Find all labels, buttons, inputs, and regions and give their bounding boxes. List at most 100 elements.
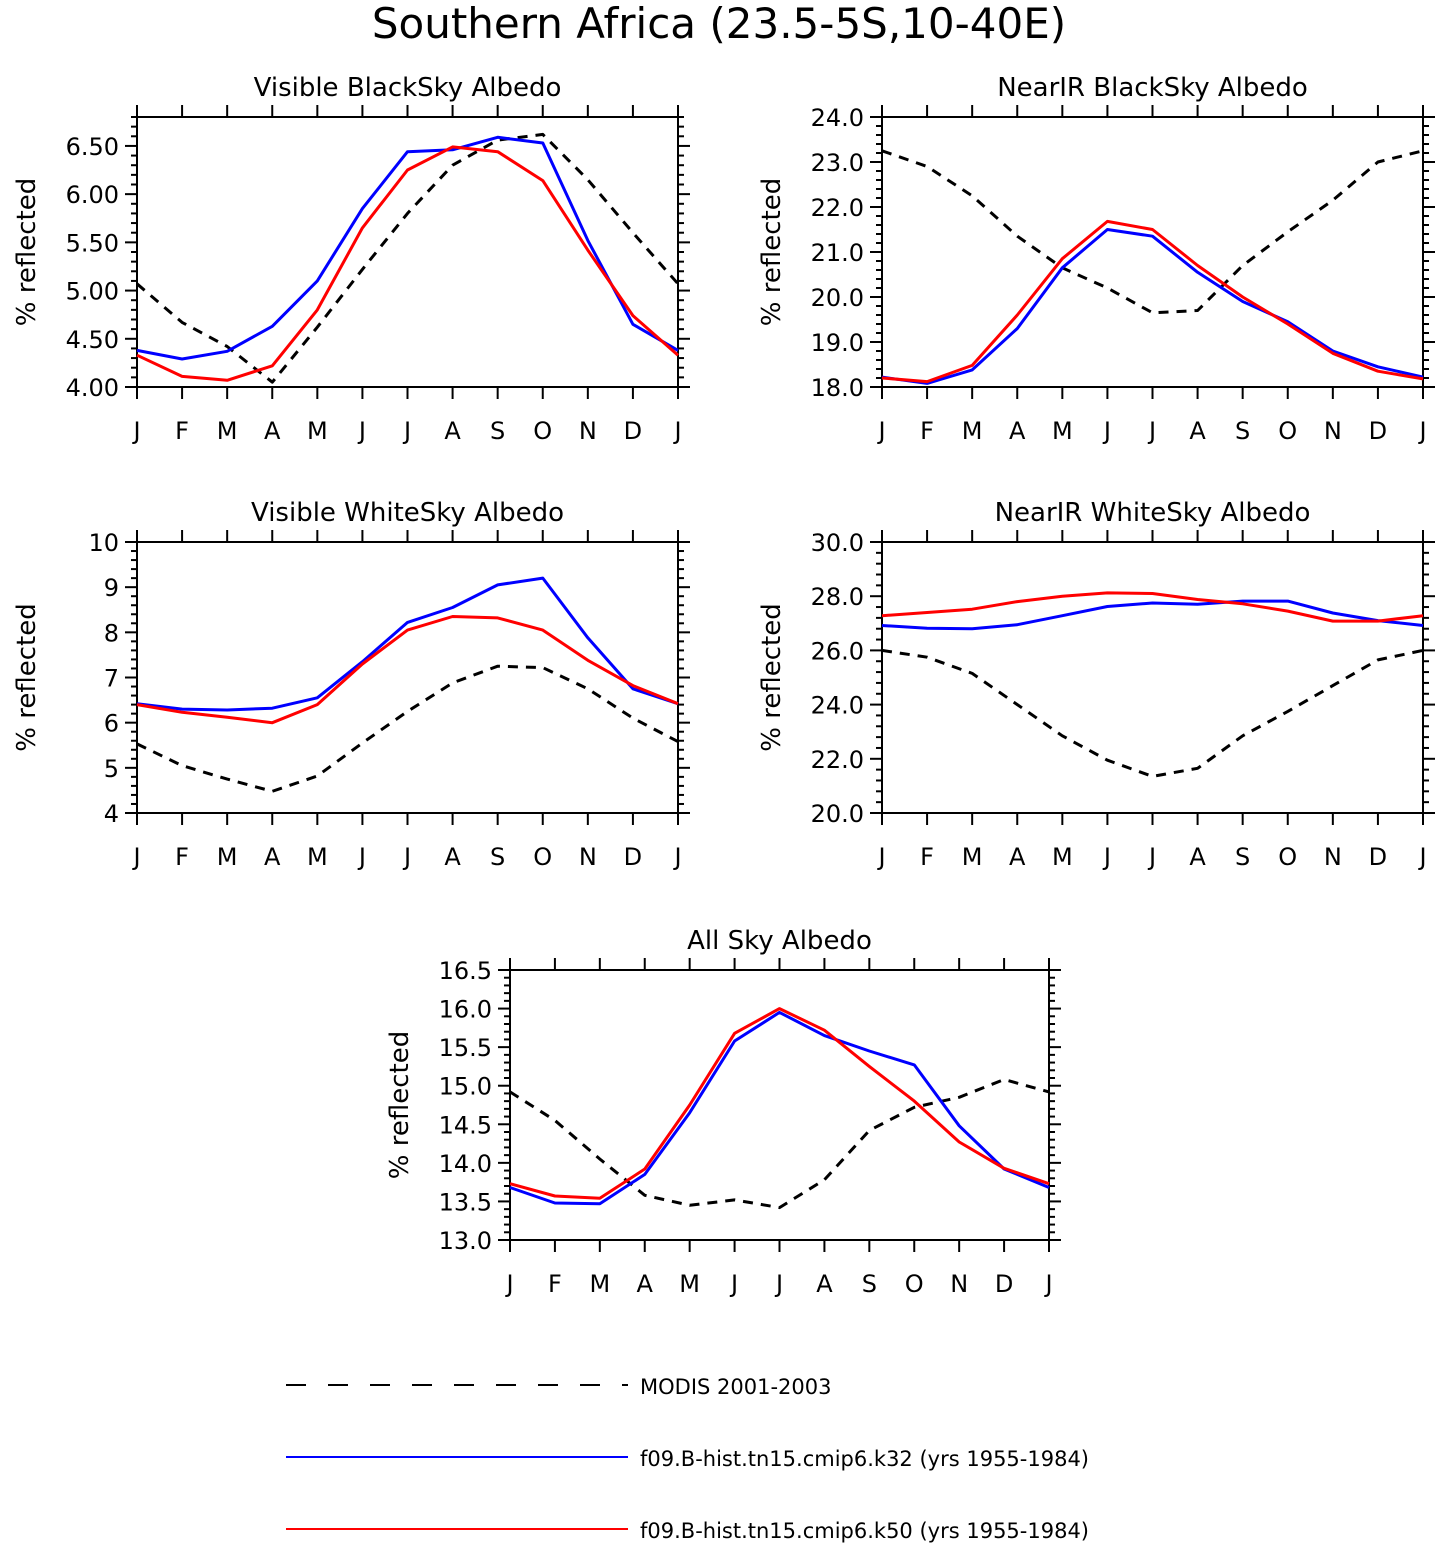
x-tick-label: O [533, 417, 552, 445]
legend-label-3: f09.B-hist.tn15.cmip6.k50 (yrs 1955-1984… [640, 1519, 1089, 1543]
y-tick-label: 22.0 [811, 194, 864, 222]
x-tick-label: J [402, 843, 411, 871]
x-tick-label: O [1278, 417, 1297, 445]
y-tick-label: 30.0 [811, 529, 864, 557]
series-line-1 [881, 149, 1424, 315]
x-tick-label: N [579, 417, 597, 445]
x-tick-label: M [679, 1270, 700, 1298]
x-tick-label: S [490, 417, 505, 445]
y-tick-label: 20.0 [811, 284, 864, 312]
x-tick-label: J [131, 417, 140, 445]
x-tick-label: A [1189, 843, 1206, 871]
x-tick-label: J [1102, 843, 1111, 871]
plot-frame [881, 116, 1424, 388]
x-tick-label: J [1147, 417, 1156, 445]
panel-title: Visible BlackSky Albedo [254, 73, 562, 103]
y-tick-label: 7 [104, 665, 119, 693]
series-line-1 [881, 648, 1424, 778]
series-line-1 [136, 664, 679, 793]
x-tick-label: M [1052, 843, 1073, 871]
x-tick-label: N [950, 1270, 968, 1298]
series-line-2 [881, 599, 1424, 631]
y-tick-label: 28.0 [811, 583, 864, 611]
x-tick-label: O [533, 843, 552, 871]
x-tick-label: J [1102, 417, 1111, 445]
x-tick-label: D [624, 417, 642, 445]
x-tick-label: A [637, 1270, 654, 1298]
x-tick-label: M [962, 843, 983, 871]
y-tick-label: 6 [104, 710, 119, 738]
x-tick-label: M [589, 1270, 610, 1298]
series-line-2 [881, 228, 1424, 385]
x-tick-label: J [131, 843, 140, 871]
x-tick-label: A [264, 843, 281, 871]
x-tick-label: A [444, 417, 461, 445]
y-tick-label: 10 [88, 529, 119, 557]
x-tick-label: F [920, 417, 934, 445]
x-tick-label: J [672, 417, 681, 445]
x-tick-label: M [217, 843, 238, 871]
y-tick-label: 15.5 [439, 1034, 492, 1062]
x-tick-label: F [175, 417, 189, 445]
y-tick-label: 16.0 [439, 996, 492, 1024]
y-tick-label: 4.50 [66, 326, 119, 354]
x-tick-label: J [1147, 843, 1156, 871]
x-tick-label: F [175, 843, 189, 871]
series-line-2 [136, 576, 679, 712]
y-tick-label: 22.0 [811, 746, 864, 774]
y-tick-label: 6.50 [66, 133, 119, 161]
y-tick-label: 19.0 [811, 329, 864, 357]
plot-frame [136, 541, 679, 814]
x-tick-label: F [920, 843, 934, 871]
y-tick-label: 24.0 [811, 104, 864, 132]
x-tick-label: J [1417, 843, 1426, 871]
x-tick-label: A [1189, 417, 1206, 445]
y-axis-label: % reflected [757, 603, 787, 751]
x-tick-label: A [816, 1270, 833, 1298]
panel-title: NearIR WhiteSky Albedo [995, 498, 1311, 528]
y-tick-label: 5.50 [66, 229, 119, 257]
x-tick-label: J [774, 1270, 783, 1298]
y-tick-label: 14.5 [439, 1111, 492, 1139]
x-tick-label: O [1278, 843, 1297, 871]
x-tick-label: J [729, 1270, 738, 1298]
x-tick-label: J [876, 417, 885, 445]
y-tick-label: 21.0 [811, 239, 864, 267]
legend-label-1: MODIS 2001-2003 [640, 1375, 831, 1399]
x-tick-label: F [548, 1270, 562, 1298]
series-line-2 [136, 135, 679, 361]
x-tick-label: N [1324, 417, 1342, 445]
x-tick-label: D [1369, 843, 1387, 871]
y-axis-label: % reflected [12, 178, 42, 326]
x-tick-label: A [264, 417, 281, 445]
series-line-1 [509, 1078, 1050, 1210]
x-tick-label: M [307, 417, 328, 445]
series-line-3 [136, 145, 679, 382]
x-tick-label: J [1417, 417, 1426, 445]
y-tick-label: 4.00 [66, 374, 119, 402]
x-tick-label: M [217, 417, 238, 445]
x-tick-label: S [490, 843, 505, 871]
y-axis-label: % reflected [385, 1031, 415, 1179]
y-axis-label: % reflected [12, 603, 42, 751]
x-tick-label: O [905, 1270, 924, 1298]
x-tick-label: D [1369, 417, 1387, 445]
y-tick-label: 5 [104, 755, 119, 783]
y-tick-label: 14.0 [439, 1150, 492, 1178]
y-tick-label: 26.0 [811, 637, 864, 665]
x-tick-label: S [1235, 417, 1250, 445]
x-tick-label: J [402, 417, 411, 445]
series-line-2 [509, 1010, 1050, 1206]
y-tick-label: 9 [104, 574, 119, 602]
x-tick-label: M [1052, 417, 1073, 445]
x-tick-label: D [995, 1270, 1013, 1298]
x-tick-label: J [672, 843, 681, 871]
legend-label-2: f09.B-hist.tn15.cmip6.k32 (yrs 1955-1984… [640, 1447, 1089, 1471]
x-tick-label: J [504, 1270, 513, 1298]
x-tick-label: D [624, 843, 642, 871]
y-tick-label: 13.0 [439, 1227, 492, 1255]
